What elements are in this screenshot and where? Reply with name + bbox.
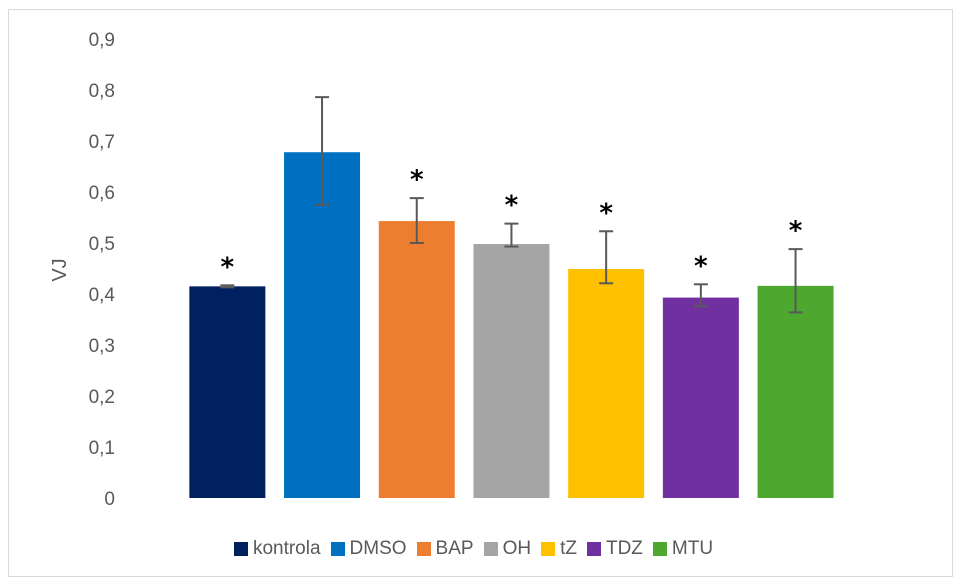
y-tick-label: 0,5 xyxy=(89,234,115,255)
y-tick-label: 0,2 xyxy=(89,387,115,408)
bar-kontrola xyxy=(189,286,266,498)
bar-tz xyxy=(568,269,645,498)
error-bar-oh xyxy=(504,222,519,248)
legend-item-tdz: TDZ xyxy=(586,538,643,560)
legend-item-kontrola: kontrola xyxy=(233,538,321,560)
error-bar-bap xyxy=(409,197,424,244)
bar-oh xyxy=(473,244,550,498)
legend-swatch xyxy=(541,542,556,556)
legend-swatch xyxy=(233,542,248,556)
legend-item-tz: tZ xyxy=(541,538,577,560)
legend-label: DMSO xyxy=(349,538,407,559)
y-tick-label: 0,4 xyxy=(89,285,116,306)
error-bar-kontrola xyxy=(220,284,235,289)
bar-tdz xyxy=(662,297,739,498)
error-bars xyxy=(220,96,803,314)
legend-item-bap: BAP xyxy=(416,538,474,560)
significance-markers: * * * * * * xyxy=(221,165,803,282)
significance-star-tdz: * xyxy=(694,251,708,281)
y-axis-label: VJ xyxy=(49,258,71,281)
significance-star-oh: * xyxy=(505,191,519,221)
y-tick-label: 0,7 xyxy=(89,132,115,153)
error-bar-tz xyxy=(599,230,614,285)
legend: kontrola DMSO BAP OH tZ TDZ MTU xyxy=(0,538,957,560)
y-tick-label: 0,6 xyxy=(89,183,115,204)
legend-item-mtu: MTU xyxy=(652,538,714,560)
legend-swatch xyxy=(483,542,498,556)
legend-label: TDZ xyxy=(605,538,643,559)
y-tick-label: 0,8 xyxy=(89,81,115,102)
y-tick-label: 0,9 xyxy=(89,30,115,51)
legend-label: MTU xyxy=(671,538,714,559)
y-axis-ticks: 0 0,1 0,2 0,3 0,4 0,5 0,6 0,7 0,8 0,9 xyxy=(89,30,116,510)
legend-label: kontrola xyxy=(252,538,321,559)
legend-swatch xyxy=(652,542,667,556)
bar-bap xyxy=(378,221,455,498)
error-bar-mtu xyxy=(788,248,803,314)
legend-swatch xyxy=(416,542,431,556)
error-bar-dmso xyxy=(315,96,330,206)
y-tick-label: 0,1 xyxy=(89,438,115,459)
bars xyxy=(189,152,834,498)
legend-item-oh: OH xyxy=(483,538,532,560)
significance-star-mtu: * xyxy=(789,216,803,246)
y-tick-label: 0 xyxy=(104,489,115,510)
legend-swatch xyxy=(586,542,601,556)
significance-star-tz: * xyxy=(599,198,613,228)
significance-star-kontrola: * xyxy=(221,252,235,282)
legend-label: OH xyxy=(502,538,532,559)
error-bar-tdz xyxy=(693,283,708,308)
legend-item-dmso: DMSO xyxy=(330,538,407,560)
bar-mtu xyxy=(757,285,834,498)
legend-label: tZ xyxy=(560,538,577,559)
bar-dmso xyxy=(284,152,361,498)
legend-swatch xyxy=(330,542,345,556)
y-tick-label: 0,3 xyxy=(89,336,115,357)
significance-star-bap: * xyxy=(410,165,424,195)
legend-label: BAP xyxy=(435,538,474,559)
